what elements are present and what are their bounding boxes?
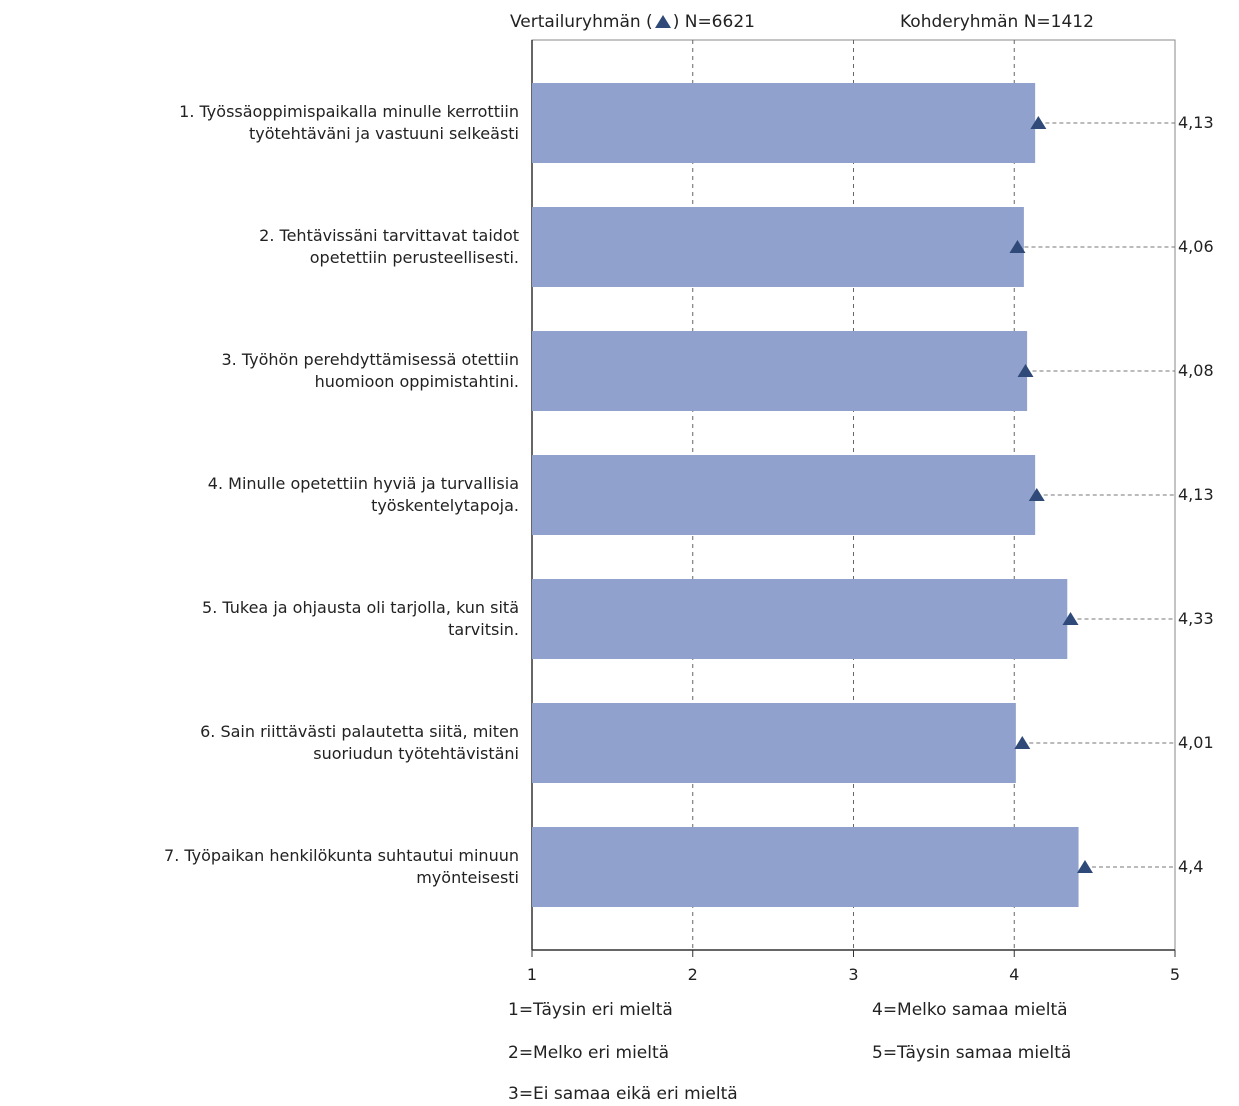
- question-label: 2. Tehtävissäni tarvittavat taidot opete…: [259, 226, 519, 267]
- question-label: 5. Tukea ja ohjausta oli tarjolla, kun s…: [202, 598, 519, 639]
- bar: [532, 703, 1016, 783]
- bar: [532, 827, 1079, 907]
- bar: [532, 331, 1028, 411]
- bar: [532, 579, 1068, 659]
- x-tick-label: 2: [688, 965, 698, 984]
- data-label: 4,4: [1178, 857, 1204, 876]
- reference-marker: [1009, 240, 1026, 253]
- reference-suffix: ) N=6621: [672, 12, 755, 32]
- bar: [532, 83, 1036, 163]
- legend-item-3: 3=Ei samaa eikä eri mieltä: [508, 1084, 738, 1104]
- x-tick-label: 1: [527, 965, 537, 984]
- question-label: 6. Sain riittävästi palautetta siitä, mi…: [200, 722, 519, 763]
- data-label: 4,06: [1178, 237, 1214, 256]
- reference-marker: [1028, 488, 1045, 501]
- question-label: 3. Työhön perehdyttämisessä otettiin huo…: [221, 350, 520, 391]
- triangle-marker-icon: [654, 15, 671, 28]
- x-tick-label: 5: [1170, 965, 1180, 984]
- reference-marker: [1014, 736, 1031, 749]
- reference-marker: [1017, 364, 1034, 377]
- question-label: 1. Työssäoppimispaikalla minulle kerrott…: [179, 102, 519, 143]
- target-group-header: Kohderyhmän N=1412: [900, 12, 1094, 32]
- legend-item-2: 2=Melko eri mieltä: [508, 1043, 670, 1063]
- data-label: 4,13: [1178, 113, 1214, 132]
- reference-marker: [1062, 612, 1079, 625]
- data-label: 4,33: [1178, 609, 1214, 628]
- legend-item-5: 5=Täysin samaa mieltä: [872, 1043, 1072, 1063]
- reference-prefix: Vertailuryhmän (: [510, 12, 653, 32]
- x-tick-label: 3: [848, 965, 858, 984]
- reference-marker: [1076, 860, 1093, 873]
- bar: [532, 455, 1036, 535]
- question-label: 4. Minulle opetettiin hyviä ja turvallis…: [207, 474, 519, 515]
- question-label: 7. Työpaikan henkilökunta suhtautui minu…: [164, 846, 519, 887]
- bar: [532, 207, 1024, 287]
- x-tick-label: 4: [1009, 965, 1019, 984]
- data-label: 4,01: [1178, 733, 1214, 752]
- reference-marker: [1030, 116, 1047, 129]
- data-label: 4,13: [1178, 485, 1214, 504]
- reference-group-header: Vertailuryhmän ( ) N=6621: [510, 12, 755, 32]
- legend-item-4: 4=Melko samaa mieltä: [872, 1000, 1068, 1020]
- legend-item-1: 1=Täysin eri mieltä: [508, 1000, 673, 1020]
- data-label: 4,08: [1178, 361, 1214, 380]
